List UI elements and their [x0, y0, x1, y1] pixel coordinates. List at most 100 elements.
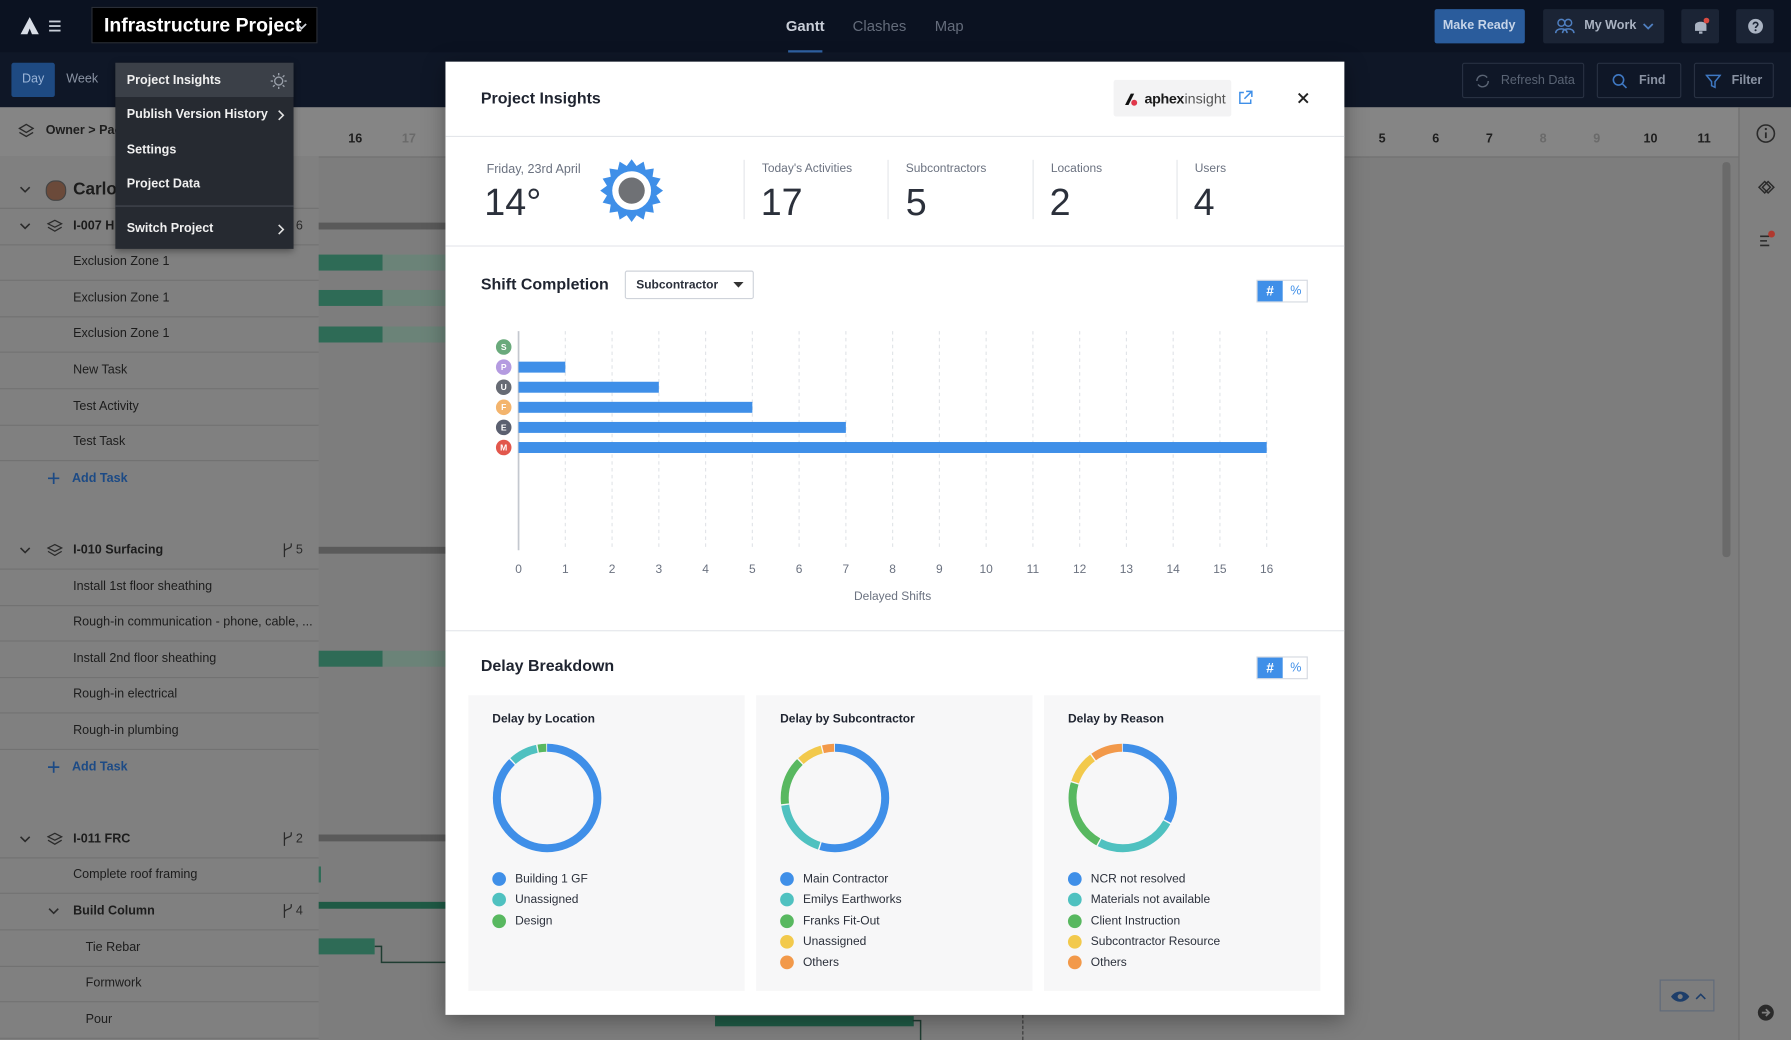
list-item[interactable]: Exclusion Zone 1	[73, 254, 170, 269]
refresh-button[interactable]: Refresh Data	[1462, 62, 1585, 99]
list-item[interactable]: Install 1st floor sheathing	[73, 579, 213, 594]
legend-label: NCR not resolved	[1090, 872, 1186, 886]
list-item[interactable]: 2	[295, 831, 303, 846]
list-item[interactable]: 5	[295, 543, 303, 558]
stat-separator	[1176, 159, 1178, 220]
sun-core	[618, 177, 645, 204]
menu-item[interactable]: Project Insights	[126, 73, 222, 88]
stat-label: Subcontractors	[905, 161, 987, 176]
count-percent-toggle[interactable]: # %	[1256, 279, 1308, 303]
people-icon	[1554, 18, 1575, 34]
menu-item[interactable]: Settings	[126, 143, 177, 157]
help-button[interactable]	[1736, 9, 1774, 44]
project-menu: Project Insights Publish Version History…	[115, 62, 294, 249]
toggle-percent[interactable]: %	[1290, 284, 1302, 298]
external-link-icon[interactable]	[1238, 90, 1253, 105]
view-mode-button[interactable]: Week	[66, 72, 99, 87]
tab-underline	[788, 50, 823, 53]
legend-label: Building 1 GF	[515, 872, 588, 886]
scrollbar	[1722, 162, 1731, 558]
branch-path	[283, 831, 292, 846]
list-item[interactable]: 6	[295, 218, 303, 233]
legend-dot	[1067, 955, 1082, 970]
list-item[interactable]: Rough-in electrical	[73, 687, 178, 702]
legend-dot	[1067, 893, 1082, 907]
list-item[interactable]: Add Task	[71, 759, 128, 774]
x-tick-label: 5	[749, 562, 756, 576]
stat-separator	[1032, 159, 1034, 220]
day-label: 5	[1378, 132, 1386, 147]
insights-modal: Project Insights aphex insight Friday, 2…	[445, 61, 1345, 1015]
list-item[interactable]: New Task	[73, 363, 128, 377]
tab[interactable]: Clashes	[852, 17, 907, 35]
bar	[518, 442, 1267, 453]
visibility-toggle[interactable]	[1659, 979, 1715, 1012]
logo	[20, 17, 39, 35]
toggle-count[interactable]: #	[1257, 657, 1283, 679]
list-item[interactable]: 4	[295, 904, 303, 918]
stat-separator	[887, 159, 889, 220]
close-button[interactable]	[1297, 92, 1309, 104]
branch-icon	[283, 831, 292, 846]
list-item[interactable]: Add Task	[71, 471, 128, 485]
view-mode-button[interactable]: Day	[11, 62, 55, 98]
category-label: U	[501, 382, 507, 392]
legend-dot	[1067, 913, 1082, 928]
legend-label: Others	[802, 955, 839, 970]
list-item[interactable]: Test Activity	[73, 399, 139, 413]
brand-badge[interactable]: aphex insight	[1113, 79, 1232, 117]
toggle-count[interactable]: #	[1257, 280, 1283, 302]
x-tick-label: 6	[796, 562, 803, 576]
button-label: Find	[1639, 73, 1666, 88]
menu-item[interactable]: Publish Version History	[126, 107, 268, 122]
notifications-button[interactable]	[1681, 9, 1720, 44]
group-by-select[interactable]: Subcontractor	[624, 270, 754, 300]
list-item[interactable]: Exclusion Zone 1	[73, 290, 170, 305]
list-item[interactable]: Formwork	[85, 976, 142, 990]
list-item[interactable]: Complete roof framing	[73, 868, 198, 882]
sidebar-icons	[1756, 124, 1776, 247]
tab[interactable]: Map	[934, 17, 964, 35]
list-item[interactable]: Exclusion Zone 1	[73, 326, 170, 341]
my-work-button[interactable]: My Work	[1543, 9, 1665, 44]
list-item[interactable]: Rough-in plumbing	[73, 723, 179, 738]
stat-value: 4	[1193, 180, 1215, 223]
chevron-path	[19, 835, 31, 843]
count-percent-toggle[interactable]: # %	[1256, 656, 1308, 680]
list-item[interactable]: Pour	[85, 1012, 113, 1027]
stat-label: Locations	[1050, 161, 1103, 176]
layers-icon	[46, 543, 63, 557]
list-item[interactable]: I-010 Surfacing	[73, 543, 164, 558]
list-item[interactable]: I-007 H	[73, 218, 115, 233]
refresh-icon	[1476, 74, 1490, 88]
branch-icon	[283, 904, 292, 918]
day-label: 11	[1697, 132, 1711, 147]
menu-item[interactable]: Project Data	[126, 177, 201, 192]
row-divider	[0, 640, 319, 642]
divider	[445, 245, 1345, 247]
project-selector[interactable]: Infrastructure Project	[91, 6, 318, 44]
toggle-percent[interactable]: %	[1290, 660, 1302, 675]
x-tick-label: 2	[609, 562, 616, 576]
list-item[interactable]: Install 2nd floor sheathing	[73, 651, 217, 666]
bar	[518, 401, 753, 413]
list-item[interactable]: Carlos	[73, 179, 127, 200]
select-value: Subcontractor	[636, 278, 719, 292]
list-item[interactable]: Tie Rebar	[85, 940, 141, 954]
list-item[interactable]: Build Column	[73, 904, 155, 918]
category-label: S	[501, 342, 507, 352]
list-item[interactable]: Rough-in communication - phone, cable, .…	[73, 615, 313, 630]
tab[interactable]: Gantt	[785, 17, 825, 35]
legend-label: Emilys Earthworks	[802, 893, 902, 907]
list-item[interactable]: I-011 FRC	[73, 831, 131, 846]
filter-button[interactable]: Filter	[1693, 62, 1774, 99]
make-ready-button[interactable]: Make Ready	[1434, 9, 1525, 44]
section-title: Delay Breakdown	[480, 655, 615, 675]
x-tick-label: 16	[1260, 562, 1274, 576]
donut-segment	[492, 743, 602, 853]
category-badge	[495, 379, 512, 395]
find-button[interactable]: Find	[1596, 62, 1682, 99]
list-item[interactable]: Test Task	[73, 435, 126, 449]
menu-item[interactable]: Switch Project	[126, 221, 214, 236]
